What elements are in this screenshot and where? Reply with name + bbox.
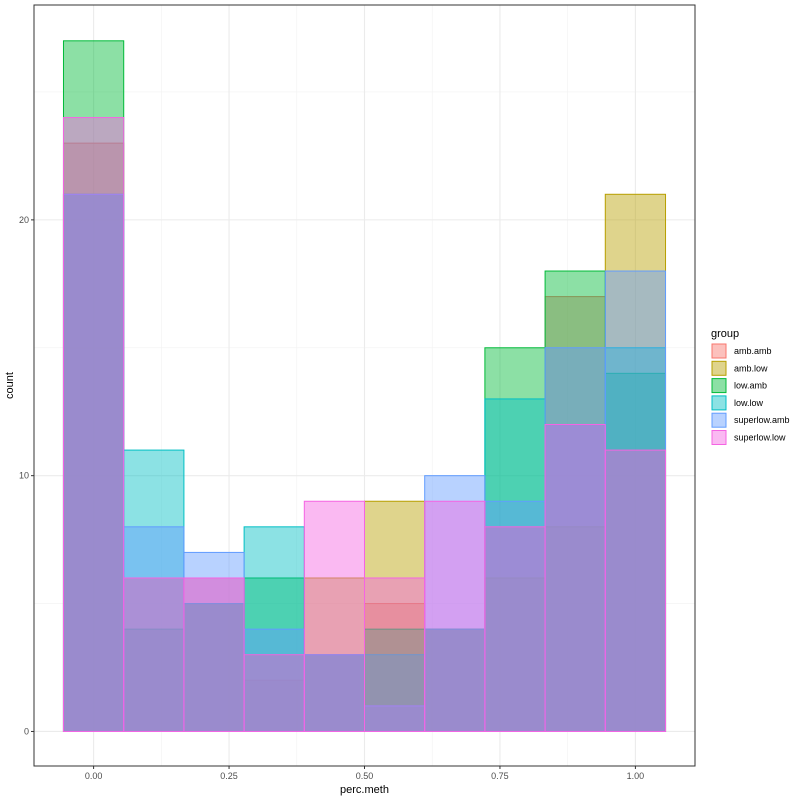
x-tick-label: 0.75 [491, 771, 509, 781]
bar-amb.low-2 [183, 603, 245, 732]
x-tick-label: 0.50 [356, 771, 374, 781]
x-tick-label: 1.00 [627, 771, 645, 781]
bar-superlow.low-5 [364, 577, 426, 732]
bar-low.low-1 [123, 449, 185, 732]
bar-amb.amb-5 [364, 603, 426, 732]
bar-superlow.low-6 [424, 500, 486, 732]
y-tick-label: 10 [19, 471, 29, 481]
legend-item-superlow.amb: superlow.amb [711, 412, 790, 428]
bar-superlow.low-8 [544, 424, 606, 732]
bar-low.amb-5 [364, 628, 426, 732]
bar-amb.amb-7 [484, 526, 546, 732]
legend-label-low.amb: low.amb [734, 381, 767, 391]
bar-superlow.amb-8 [544, 347, 606, 732]
axes: 0.00 0.25 0.50 0.75 1.00 0 10 20 [19, 215, 644, 781]
bar-low.amb-4 [303, 654, 366, 732]
series-amb.low [62, 193, 667, 732]
series-superlow.low [62, 117, 667, 732]
legend-label-amb.low: amb.low [734, 363, 768, 373]
bar-amb.amb-6 [424, 628, 486, 732]
bar-superlow.low-9 [604, 449, 667, 732]
legend-label-low.low: low.low [734, 398, 764, 408]
bar-low.low-0 [62, 193, 125, 732]
x-tick-label: 0.00 [85, 771, 103, 781]
bar-superlow.low-7 [484, 526, 546, 732]
legend-key-superlow.amb [711, 412, 727, 428]
legend-item-low.low: low.low [711, 395, 764, 411]
bar-superlow.amb-3 [243, 628, 305, 732]
bar-amb.low-3 [243, 654, 305, 732]
legend-label-superlow.amb: superlow.amb [734, 415, 790, 425]
bar-amb.low-5 [364, 500, 426, 732]
bar-low.low-5 [364, 654, 426, 732]
legend-item-amb.low: amb.low [711, 360, 768, 376]
legend-item-superlow.low: superlow.low [711, 430, 786, 445]
x-axis-title: perc.meth [340, 784, 389, 796]
bar-superlow.low-0 [62, 117, 125, 732]
bar-low.amb-2 [183, 603, 245, 732]
legend-key-superlow.low [711, 430, 727, 445]
bar-superlow.low-1 [123, 577, 185, 732]
bar-superlow.low-4 [303, 500, 366, 732]
y-tick-label: 0 [24, 726, 29, 736]
legend-item-low.amb: low.amb [711, 378, 767, 394]
bar-low.low-9 [604, 347, 667, 732]
bar-superlow.amb-2 [183, 551, 245, 732]
bar-amb.low-1 [123, 577, 185, 732]
bar-amb.low-6 [424, 628, 486, 732]
legend-label-superlow.low: superlow.low [734, 433, 786, 443]
legend-key-amb.amb [711, 343, 727, 359]
y-tick-label: 20 [19, 215, 29, 225]
legend: group amb.amb amb.low low.amb low.low superl… [711, 328, 790, 445]
legend-key-low.amb [711, 378, 727, 394]
y-axis-title: count [4, 372, 16, 399]
bar-superlow.amb-1 [123, 526, 185, 732]
legend-item-amb.amb: amb.amb [711, 343, 772, 359]
legend-title: group [711, 328, 739, 340]
bar-amb.low-9 [604, 193, 667, 732]
bar-low.amb-0 [62, 40, 125, 732]
bar-superlow.amb-4 [303, 654, 366, 732]
bar-superlow.amb-5 [364, 705, 426, 732]
bar-amb.low-8 [544, 526, 606, 732]
bar-amb.amb-0 [62, 142, 125, 732]
x-tick-label: 0.25 [220, 771, 238, 781]
legend-key-low.low [711, 395, 727, 411]
bar-low.low-7 [484, 398, 546, 732]
bar-amb.low-0 [62, 193, 125, 732]
bar-superlow.amb-0 [62, 193, 125, 732]
legend-label-amb.amb: amb.amb [734, 346, 772, 356]
bar-superlow.low-3 [243, 654, 305, 732]
bar-amb.amb-3 [243, 679, 305, 732]
bar-superlow.amb-9 [604, 270, 667, 732]
legend-key-amb.low [711, 360, 727, 376]
histogram-bars [62, 40, 667, 732]
bar-superlow.low-2 [183, 577, 245, 732]
